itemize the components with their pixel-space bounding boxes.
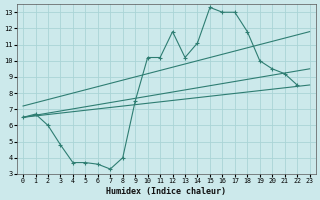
X-axis label: Humidex (Indice chaleur): Humidex (Indice chaleur) — [106, 187, 226, 196]
